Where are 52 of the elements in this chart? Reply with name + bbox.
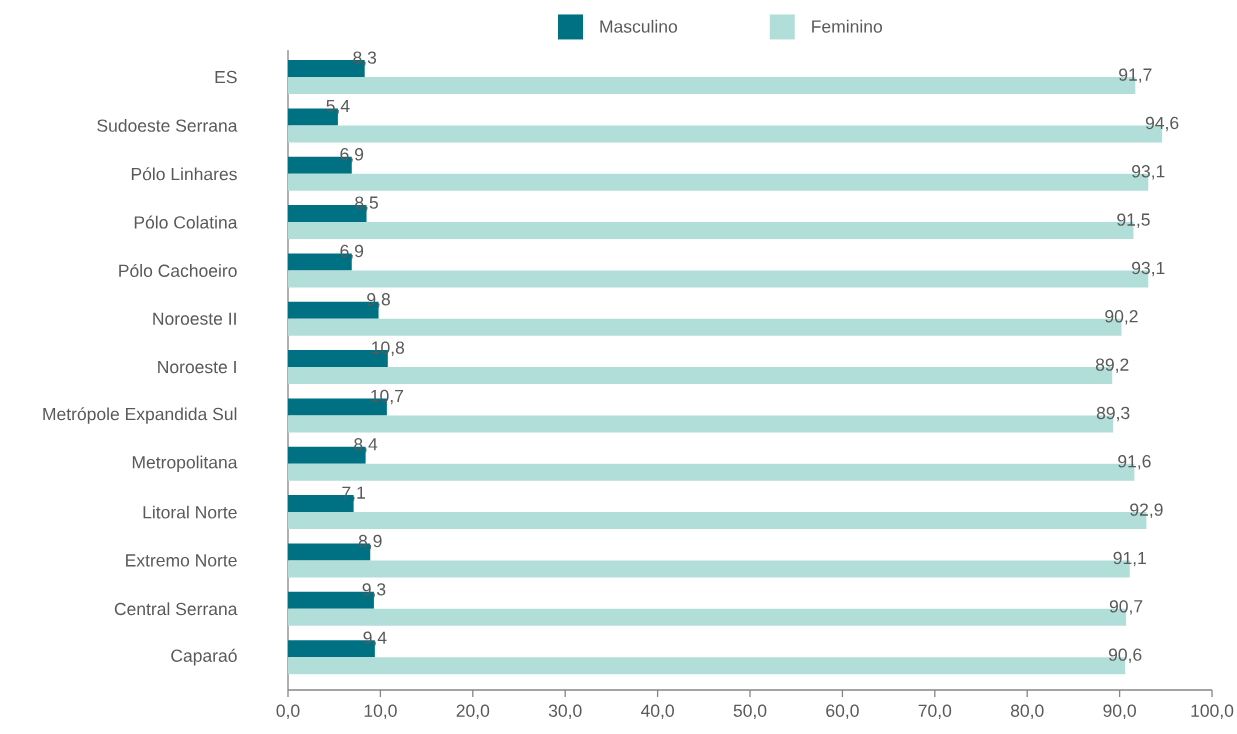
- x-tick-label: 60,0: [826, 704, 859, 719]
- y-tick-label: Pólo Linhares: [131, 167, 237, 181]
- data-label: 9,3: [362, 583, 386, 598]
- y-tick-label: Central Serrana: [114, 602, 238, 616]
- data-label: 5,4: [326, 99, 350, 115]
- y-tick-label: Litoral Norte: [143, 505, 237, 519]
- data-label: 9,8: [367, 293, 390, 308]
- x-tick-label: 20,0: [456, 704, 490, 719]
- y-tick-label: Extremo Norte: [126, 554, 237, 567]
- data-label: 93,1: [1132, 165, 1165, 180]
- x-tick-label: 0,0: [276, 704, 300, 719]
- data-label: 6,9: [340, 148, 364, 163]
- x-tick-label: 10,0: [364, 704, 397, 719]
- y-tick-label: Caparaó: [171, 648, 237, 666]
- data-label: 9,4: [363, 631, 387, 646]
- data-label: 10,7: [371, 389, 404, 405]
- x-tick-label: 100,0: [1191, 704, 1234, 719]
- y-tick-label: Noroeste II: [153, 312, 236, 325]
- data-label: 90,7: [1109, 600, 1143, 615]
- data-label: 90,2: [1105, 310, 1138, 325]
- y-tick-label: Sudoeste Serrana: [97, 118, 238, 132]
- legend-label: Masculino: [600, 19, 678, 33]
- data-label: 7,1: [342, 486, 365, 501]
- data-label: 10,8: [372, 341, 405, 356]
- data-label: 8,5: [355, 196, 378, 211]
- x-tick-label: 80,0: [1010, 704, 1044, 719]
- data-label: 91,6: [1118, 455, 1151, 470]
- y-tick-label: Metropolitana: [132, 455, 238, 472]
- data-label: 8,3: [353, 51, 377, 66]
- data-label: 90,6: [1108, 648, 1142, 663]
- x-tick-label: 70,0: [918, 704, 952, 719]
- data-label: 91,7: [1119, 68, 1152, 83]
- data-label: 94,6: [1145, 116, 1179, 132]
- y-tick-label: Metrópole Expandida Sul: [43, 407, 237, 424]
- y-tick-label: ES: [215, 70, 237, 84]
- y-tick-label: Pólo Colatina: [134, 215, 238, 229]
- data-label: 92,9: [1130, 503, 1163, 518]
- data-label: 8,9: [358, 534, 382, 550]
- data-label: 91,1: [1113, 551, 1146, 567]
- x-tick-label: 40,0: [640, 704, 674, 719]
- y-tick-label: Noroeste I: [158, 360, 236, 374]
- x-tick-label: 90,0: [1103, 704, 1136, 719]
- y-tick-label: Pólo Cachoeiro: [119, 263, 237, 277]
- data-label: 89,2: [1095, 358, 1129, 373]
- data-label: 6,9: [340, 244, 364, 260]
- data-label: 89,3: [1096, 406, 1130, 422]
- data-label: 8,4: [354, 438, 378, 453]
- x-tick-label: 30,0: [548, 704, 582, 719]
- data-label: 93,1: [1132, 261, 1165, 277]
- x-tick-label: 50,0: [733, 704, 767, 719]
- data-label: 91,5: [1117, 213, 1150, 228]
- legend-label: Feminino: [812, 19, 882, 33]
